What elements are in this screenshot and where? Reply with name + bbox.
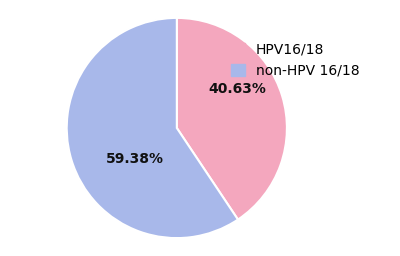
Text: 59.38%: 59.38% bbox=[106, 152, 164, 166]
Legend: HPV16/18, non-HPV 16/18: HPV16/18, non-HPV 16/18 bbox=[226, 39, 364, 82]
Wedge shape bbox=[177, 18, 287, 220]
Wedge shape bbox=[67, 18, 238, 238]
Text: 40.63%: 40.63% bbox=[208, 82, 266, 97]
